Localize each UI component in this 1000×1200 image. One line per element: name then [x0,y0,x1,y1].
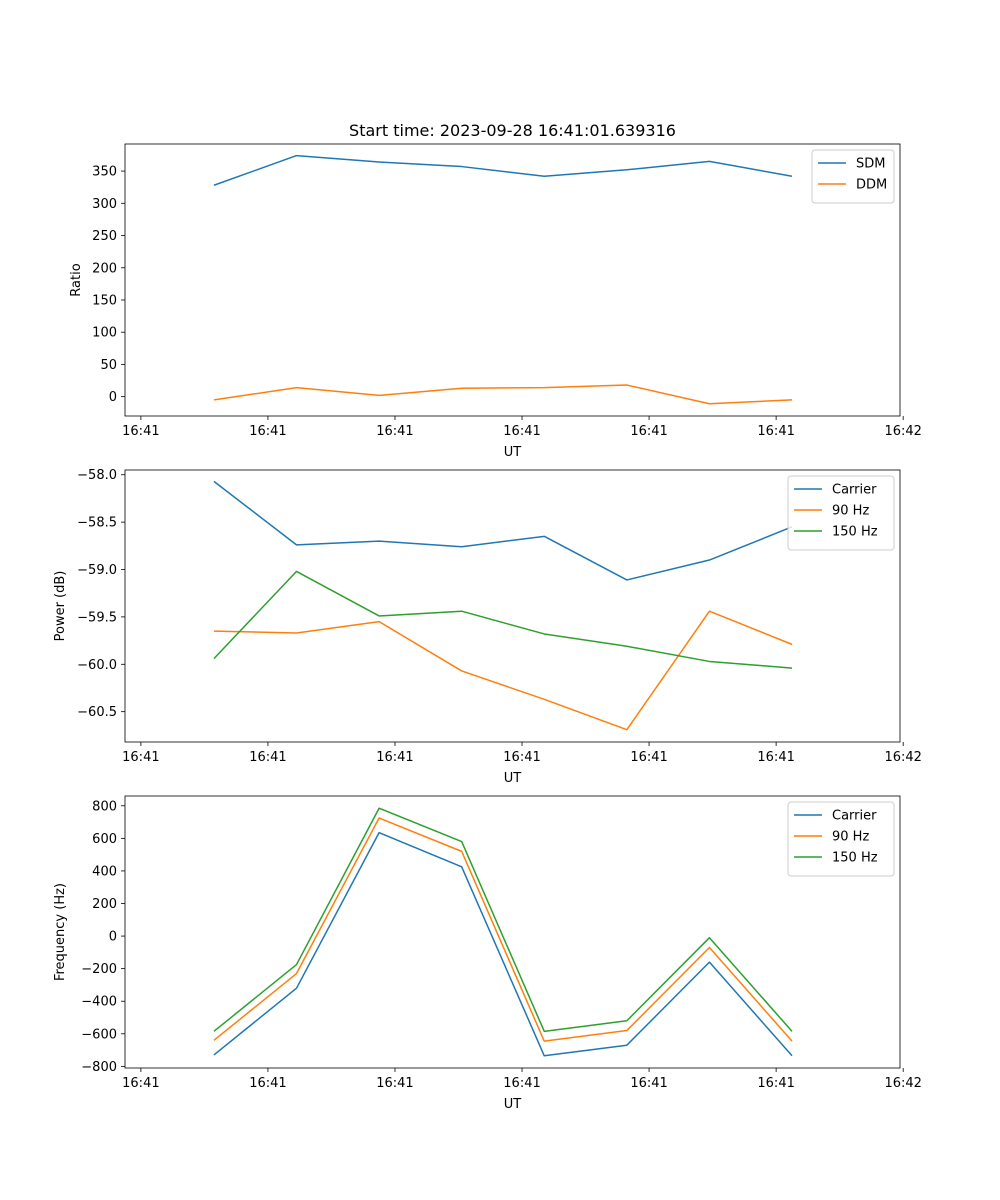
ratio-y-tick-label: 0 [109,390,117,405]
frequency-legend: Carrier 90 Hz 150 Hz [787,801,895,877]
frequency-y-tick-label: 0 [109,930,117,945]
power-x-tick-label: 16:41 [122,750,159,765]
ratio-y-tick-label: 150 [92,293,117,308]
ratio-x-tick-label: 16:41 [376,424,413,439]
power-series-carrier-line [213,480,793,581]
frequency-x-tick-label: 16:41 [757,1076,794,1091]
ratio-x-tick-label: 16:41 [503,424,540,439]
frequency-x-tick-label: 16:42 [884,1076,921,1091]
frequency-y-tick-label: 600 [92,832,117,847]
frequency-x-tick-label: 16:41 [249,1076,286,1091]
ratio-x-tick-label: 16:41 [122,424,159,439]
frequency-series-90-hz-line [213,817,793,1042]
power-y-tick-label: −59.0 [77,563,117,578]
power-axes-frame [124,469,901,743]
ratio-x-tick-label: 16:41 [249,424,286,439]
power-legend-label: Carrier [832,483,877,498]
ratio-y-tick-label: 50 [100,358,117,373]
power-x-tick-label: 16:41 [503,750,540,765]
ratio-x-tick-label: 16:41 [757,424,794,439]
power-y-tick-label: −60.0 [77,658,117,673]
frequency-x-tick-label: 16:41 [122,1076,159,1091]
frequency-y-tick-label: −600 [81,1027,117,1042]
ratio-series-ddm-line [213,384,793,405]
power-y-tick-label: −59.5 [77,610,117,625]
ratio-panel: 16:41 16:41 16:41 16:41 16:41 16:41 16:42 0 50 10… [69,143,922,460]
frequency-x-axis-label: UT [504,1097,522,1112]
ratio-y-tick-label: 300 [92,197,117,212]
power-y-tick-label: −60.5 [77,705,117,720]
power-series-150-hz-line [213,570,793,669]
ratio-x-tick-label: 16:41 [630,424,667,439]
frequency-series-150-hz-line [213,807,793,1033]
power-x-tick-label: 16:42 [884,750,921,765]
frequency-y-tick-label: −400 [81,995,117,1010]
frequency-y-tick-label: 800 [92,799,117,814]
frequency-x-tick-label: 16:41 [376,1076,413,1091]
power-legend-label: 90 Hz [832,504,869,519]
ratio-y-axis-label: Ratio [69,263,84,296]
frequency-x-tick-label: 16:41 [630,1076,667,1091]
frequency-x-tick-label: 16:41 [503,1076,540,1091]
frequency-y-tick-label: −800 [81,1060,117,1075]
ratio-legend-label: DDM [856,178,887,193]
frequency-series-carrier-line [213,831,793,1057]
power-x-tick-label: 16:41 [249,750,286,765]
ratio-legend-label: SDM [856,157,885,172]
ratio-y-tick-label: 350 [92,165,117,180]
power-x-tick-label: 16:41 [376,750,413,765]
power-series-90-hz-line [213,610,793,731]
ratio-x-axis-label: UT [504,445,522,460]
frequency-legend-label: 150 Hz [832,851,878,866]
frequency-y-tick-label: 400 [92,864,117,879]
frequency-y-tick-label: −200 [81,962,117,977]
ratio-y-tick-label: 200 [92,261,117,276]
frequency-legend-label: 90 Hz [832,830,869,845]
frequency-axes-frame [124,795,901,1069]
ratio-legend: SDM DDM [811,149,895,204]
power-panel: 16:41 16:41 16:41 16:41 16:41 16:41 16:42 −60.5… [53,468,922,786]
power-x-tick-label: 16:41 [630,750,667,765]
frequency-y-tick-label: 200 [92,897,117,912]
ratio-axes-frame [124,143,901,417]
frequency-panel: 16:41 16:41 16:41 16:41 16:41 16:41 16:42 −800 −… [53,795,922,1112]
chart-title: Start time: 2023-09-28 16:41:01.639316 [349,121,676,140]
power-y-tick-label: −58.0 [77,468,117,483]
power-y-tick-label: −58.5 [77,516,117,531]
power-legend: Carrier 90 Hz 150 Hz [787,475,895,551]
ratio-series-sdm-line [213,154,793,186]
frequency-y-axis-label: Frequency (Hz) [53,883,68,981]
frequency-legend-label: Carrier [832,809,877,824]
power-legend-label: 150 Hz [832,525,878,540]
ratio-y-tick-label: 100 [92,326,117,341]
ratio-x-tick-label: 16:42 [884,424,921,439]
power-x-axis-label: UT [504,771,522,786]
power-y-axis-label: Power (dB) [53,571,68,642]
power-x-tick-label: 16:41 [757,750,794,765]
ratio-y-tick-label: 250 [92,229,117,244]
